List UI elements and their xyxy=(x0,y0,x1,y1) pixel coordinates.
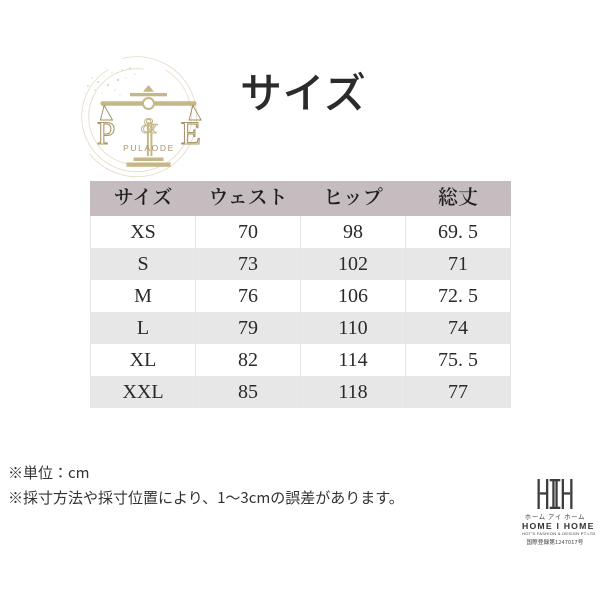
svg-text:P: P xyxy=(97,116,115,152)
svg-text:PULAODE: PULAODE xyxy=(123,143,175,153)
svg-text:&: & xyxy=(140,113,158,138)
svg-text:E: E xyxy=(181,116,201,152)
